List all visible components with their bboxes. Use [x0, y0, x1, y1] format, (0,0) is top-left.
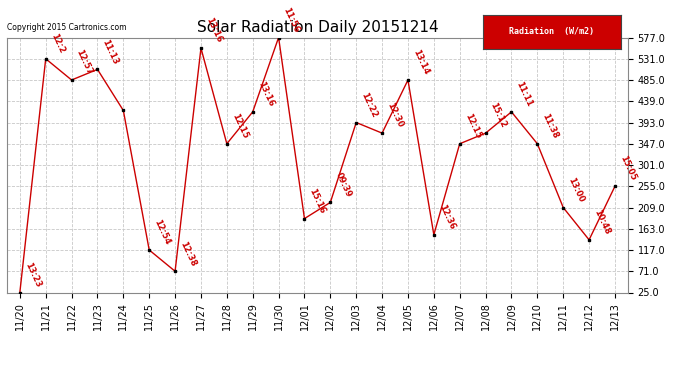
Text: 12:2: 12:2: [49, 32, 66, 55]
Text: 15:16: 15:16: [308, 187, 327, 215]
Text: 11:38: 11:38: [540, 112, 560, 140]
Text: 12:15: 12:15: [463, 112, 482, 140]
Text: 15:12: 15:12: [489, 101, 509, 129]
Text: 13:00: 13:00: [566, 176, 586, 204]
Text: 11:56: 11:56: [282, 6, 302, 34]
Text: 13:16: 13:16: [204, 16, 224, 44]
Text: Radiation  (W/m2): Radiation (W/m2): [509, 27, 595, 36]
Text: 12:30: 12:30: [385, 102, 404, 129]
Text: 10:48: 10:48: [592, 208, 611, 236]
Text: 12:54: 12:54: [152, 218, 172, 246]
Text: 13:14: 13:14: [411, 48, 431, 76]
Text: 11:13: 11:13: [101, 38, 120, 66]
Text: 12:15: 12:15: [230, 112, 250, 140]
Text: 13:23: 13:23: [23, 261, 42, 289]
Title: Solar Radiation Daily 20151214: Solar Radiation Daily 20151214: [197, 20, 438, 35]
Text: 11:11: 11:11: [515, 80, 534, 108]
Text: Copyright 2015 Cartronics.com: Copyright 2015 Cartronics.com: [7, 23, 126, 32]
Text: 12:36: 12:36: [437, 203, 456, 231]
Text: 12:38: 12:38: [178, 240, 197, 267]
Text: 13:16: 13:16: [256, 80, 275, 108]
Text: 12:57: 12:57: [75, 48, 94, 76]
Text: 09:39: 09:39: [333, 171, 353, 199]
Text: 12:22: 12:22: [359, 91, 379, 119]
Text: 15:05: 15:05: [618, 154, 638, 183]
